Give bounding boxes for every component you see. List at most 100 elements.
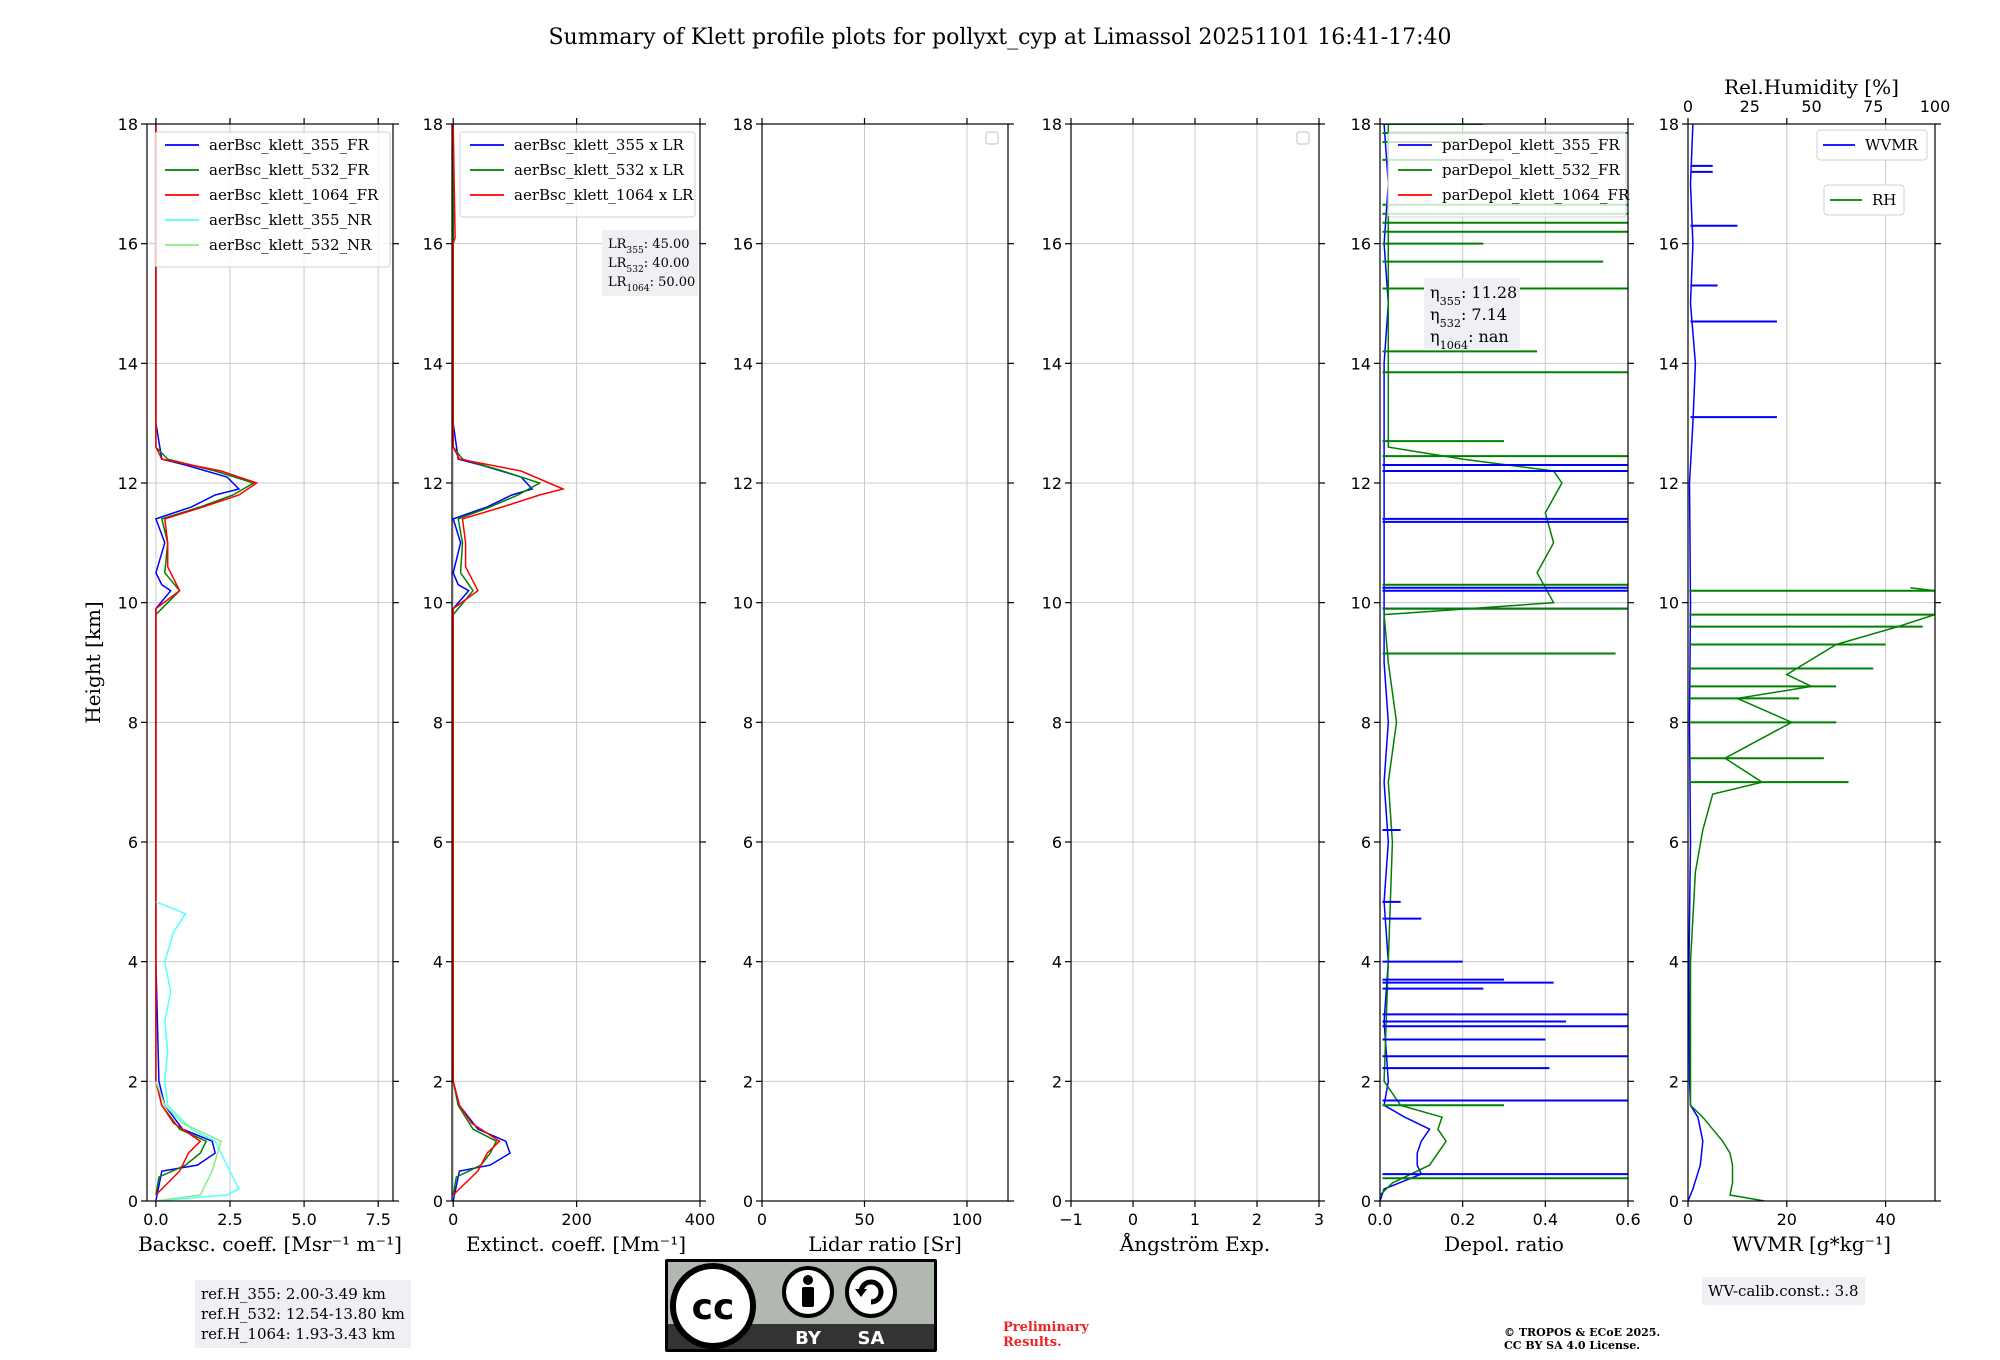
xtick-label: 5.0: [291, 1210, 316, 1229]
ytick-label: 18: [1042, 115, 1062, 134]
ytick-label: 10: [1659, 594, 1679, 613]
xtick-label: 100: [952, 1210, 983, 1229]
top-xtick-label: 100: [1920, 97, 1951, 116]
ytick-label: 8: [433, 713, 443, 732]
preliminary-note: Preliminary Results.: [1003, 1320, 1089, 1350]
copyright-note: © TROPOS & ECoE 2025. CC BY SA 4.0 Licen…: [1504, 1326, 1660, 1352]
series-aerBsc_klett_1064_FR: [155, 124, 259, 1196]
ytick-label: 0: [1669, 1192, 1679, 1211]
ytick-label: 12: [1351, 474, 1371, 493]
legend-entry: aerBsc_klett_532_FR: [209, 161, 369, 179]
xtick-label: 20: [1777, 1210, 1797, 1229]
legend-entry: aerBsc_klett_1064 x LR: [514, 186, 694, 204]
ytick-label: 12: [1659, 474, 1679, 493]
ytick-label: 4: [1052, 953, 1062, 972]
ytick-label: 16: [118, 235, 138, 254]
ref-height-532: ref.H_532: 12.54-13.80 km: [201, 1305, 405, 1323]
legend-entry: aerBsc_klett_532_NR: [209, 236, 372, 254]
ref-height-1064: ref.H_1064: 1.93-3.43 km: [201, 1325, 396, 1343]
legend-entry: parDepol_klett_1064_FR: [1442, 186, 1630, 204]
series-parDepol_klett_532_FR: [1380, 124, 1563, 1196]
series-aerBsc_klett_532_NR: [155, 1081, 223, 1201]
xtick-label: 0: [1683, 1210, 1693, 1229]
plot-area: [154, 124, 259, 1201]
ytick-label: 16: [733, 235, 753, 254]
ytick-label: 12: [118, 474, 138, 493]
series-aerBsc_klett_355 x LR: [452, 124, 534, 1201]
axes-frame: [761, 123, 1009, 1202]
info-entry: LR1064: 50.00: [608, 275, 695, 294]
top-xtick-label: 75: [1863, 97, 1883, 116]
info-box: [1424, 278, 1520, 348]
empty-legend-box: [1296, 131, 1310, 145]
figure-title: Summary of Klett profile plots for polly…: [548, 25, 1451, 50]
ytick-label: 10: [1351, 594, 1371, 613]
y-axis-label: Height [km]: [81, 601, 105, 723]
reference-heights-box: ref.H_355: 2.00-3.49 km ref.H_532: 12.54…: [195, 1280, 411, 1348]
panel-depol: 0 2 4 6 8 10 12 14 16 18 0.0 0.2 0.4 0.6 Depol. ratio p…: [1351, 115, 1641, 1256]
top-xtick-label: 50: [1801, 97, 1821, 116]
xtick-label: 400: [685, 1210, 716, 1229]
info-entry: η532: 7.14: [1430, 305, 1507, 330]
x-axis-label: Backsc. coeff. [Msr⁻¹ m⁻¹]: [138, 1232, 402, 1256]
xtick-label: 0: [757, 1210, 767, 1229]
ytick-label: 2: [128, 1072, 138, 1091]
wv-calib-box: WV-calib.const.: 3.8: [1702, 1277, 1865, 1305]
series-aerBsc_klett_355_FR: [154, 124, 241, 1201]
xtick-label: 1: [1190, 1210, 1200, 1229]
ytick-label: 4: [743, 953, 753, 972]
cc-logo-text: cc: [692, 1287, 735, 1328]
empty-legend-box: [985, 131, 999, 145]
ytick-label: 6: [1669, 833, 1679, 852]
ytick-label: 8: [1669, 713, 1679, 732]
ytick-label: 16: [1042, 235, 1062, 254]
legend-entry: parDepol_klett_532_FR: [1442, 161, 1620, 179]
ytick-label: 8: [128, 713, 138, 732]
ytick-label: 18: [1351, 115, 1371, 134]
legend-entry: RH: [1872, 191, 1896, 209]
series-RH: [1689, 586, 1935, 1201]
ytick-label: 12: [733, 474, 753, 493]
ytick-label: 10: [1042, 594, 1062, 613]
ytick-label: 16: [1351, 235, 1371, 254]
series-aerBsc_klett_532 x LR: [452, 124, 542, 1196]
xtick-label: 0: [448, 1210, 458, 1229]
ytick-label: 14: [423, 354, 443, 373]
xtick-label: 0.0: [143, 1210, 168, 1229]
ytick-label: 6: [743, 833, 753, 852]
axes-frame: [146, 123, 394, 1202]
xtick-label: 50: [854, 1210, 874, 1229]
ytick-label: 0: [128, 1192, 138, 1211]
xtick-label: 2: [1252, 1210, 1262, 1229]
x-axis-label: Ångström Exp.: [1119, 1231, 1270, 1256]
ytick-label: 14: [733, 354, 753, 373]
ytick-label: 6: [1052, 833, 1062, 852]
ytick-label: 18: [733, 115, 753, 134]
ytick-label: 6: [1361, 833, 1371, 852]
series-parDepol_klett_355_FR: [1380, 124, 1431, 1201]
ytick-label: 8: [1052, 713, 1062, 732]
xtick-label: 0.4: [1533, 1210, 1558, 1229]
ytick-label: 4: [1361, 953, 1371, 972]
ytick-label: 4: [1669, 953, 1679, 972]
panel-lr: 0 2 4 6 8 10 12 14 16 18 0 50 100 Lidar ratio [Sr]: [733, 115, 1014, 1256]
series-aerBsc_klett_355_NR: [155, 901, 240, 1201]
info-box: [602, 230, 698, 296]
ytick-label: 10: [423, 594, 443, 613]
preliminary-line-2: Results.: [1003, 1335, 1062, 1350]
top-x-axis-label: Rel.Humidity [%]: [1724, 75, 1899, 99]
legend-entry: aerBsc_klett_1064_FR: [209, 186, 379, 204]
preliminary-line-1: Preliminary: [1003, 1320, 1089, 1335]
series-aerBsc_klett_1064 x LR: [452, 124, 566, 1196]
ytick-label: 2: [433, 1072, 443, 1091]
info-entry: η1064: nan: [1430, 327, 1509, 352]
x-axis-label: WVMR [g*kg⁻¹]: [1732, 1232, 1891, 1256]
cc-by-sa-badge: cc BY SA: [665, 1259, 937, 1352]
ytick-label: 18: [423, 115, 443, 134]
x-axis-label: Depol. ratio: [1444, 1232, 1564, 1256]
ytick-label: 2: [1361, 1072, 1371, 1091]
ytick-label: 0: [743, 1192, 753, 1211]
ref-height-355: ref.H_355: 2.00-3.49 km: [201, 1285, 386, 1303]
